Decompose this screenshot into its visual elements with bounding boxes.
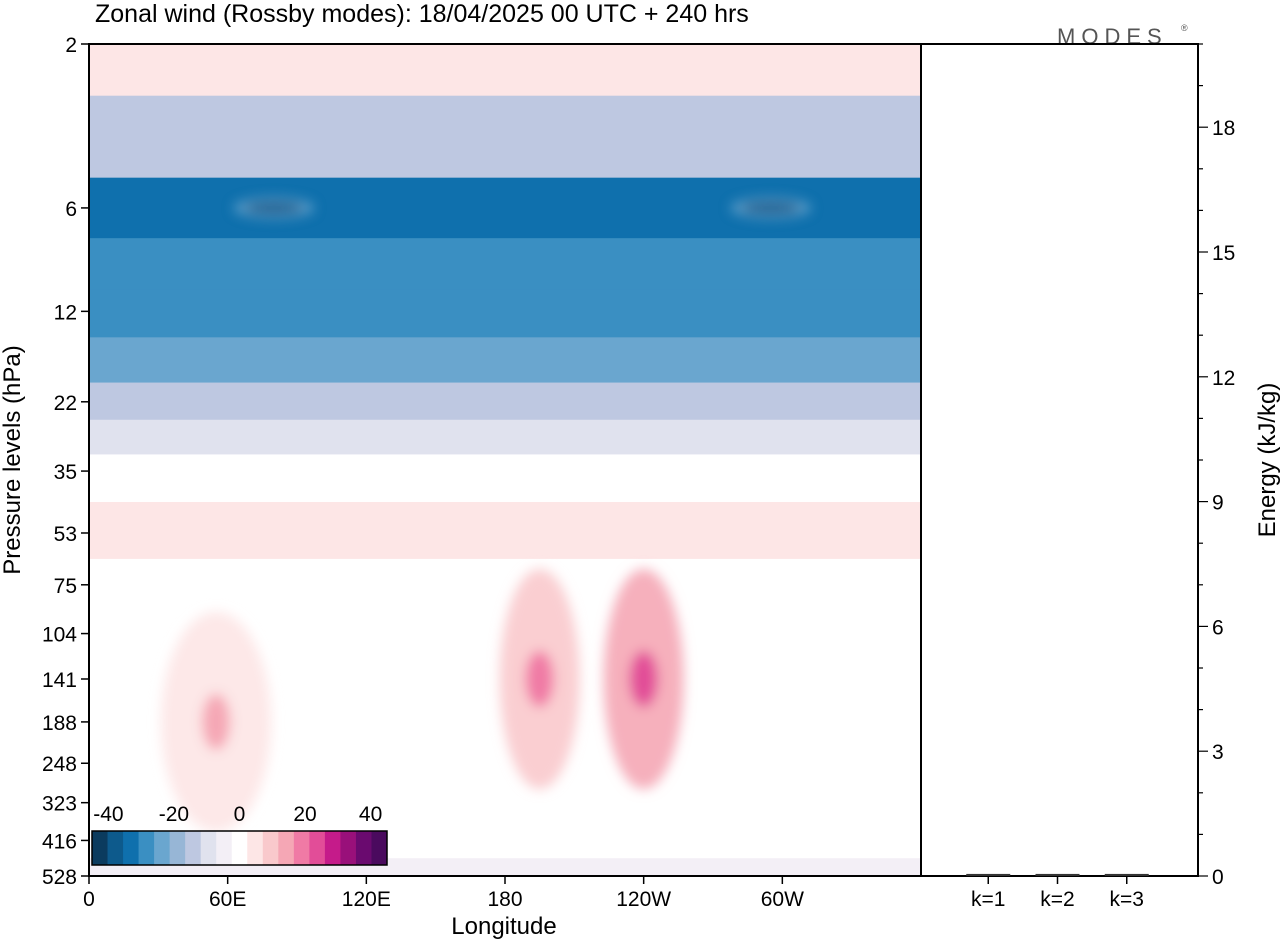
energy-tick-label: 6 <box>1212 616 1224 639</box>
energy-tick-label: 18 <box>1212 117 1235 140</box>
y-tick-label: 248 <box>42 753 77 776</box>
x-axis-label: Longitude <box>451 913 556 940</box>
y-tick-label: 104 <box>42 624 77 647</box>
colorbar-swatch <box>185 831 202 865</box>
energy-tick-label: 3 <box>1212 741 1224 764</box>
energy-category-label: k=2 <box>1040 888 1074 911</box>
colorbar-swatch <box>293 831 310 865</box>
x-tick-label: 0 <box>83 888 95 911</box>
colorbar-tick-label: 0 <box>234 803 246 826</box>
x-tick-label: 60W <box>761 888 804 911</box>
colorbar-swatch <box>262 831 279 865</box>
heatmap-feature-core-0 <box>525 650 554 707</box>
energy-tick-label: 15 <box>1212 242 1235 265</box>
colorbar-tick-label: 20 <box>293 803 316 826</box>
colorbar-tick-label: 40 <box>359 803 382 826</box>
y-tick-label: 2 <box>65 34 77 57</box>
colorbar-swatch <box>324 831 341 865</box>
energy-bar-k=1 <box>966 873 1011 876</box>
heatmap-feature-core-2 <box>202 693 231 750</box>
y-tick-label: 12 <box>54 301 77 324</box>
colorbar-swatch <box>169 831 186 865</box>
heatmap-row-4 <box>89 95 921 179</box>
x-tick-label: 180 <box>487 888 522 911</box>
energy-tick-label: 9 <box>1212 492 1224 515</box>
y-tick-label: 6 <box>65 198 77 221</box>
y-tick-label: 35 <box>54 461 77 484</box>
x-tick-label: 120W <box>616 888 671 911</box>
heatmap-row-75 <box>89 558 921 610</box>
colorbar-swatch <box>355 831 372 865</box>
y-tick-label: 75 <box>54 575 77 598</box>
colorbar-swatch <box>216 831 233 865</box>
colorbar-swatch <box>371 831 388 865</box>
heatmap-row-53 <box>89 502 921 560</box>
energy-axis-label: Energy (kJ/kg) <box>1254 383 1280 538</box>
heatmap-row-28 <box>89 419 921 455</box>
heatmap-features <box>161 197 811 832</box>
y-tick-label: 416 <box>42 830 77 853</box>
y-axis-label: Pressure levels (hPa) <box>0 345 26 574</box>
colorbar-frame <box>91 830 388 866</box>
colorbar-swatch <box>247 831 264 865</box>
x-tick-label: 120E <box>342 888 391 911</box>
heatmap-row-2 <box>89 44 921 97</box>
energy-tick-label: 12 <box>1212 367 1235 390</box>
heatmap-feature-core-3 <box>243 201 304 214</box>
heatmap-row-9 <box>89 238 921 291</box>
colorbar-tick-label: -20 <box>159 803 189 826</box>
energy-bars: k=1 k=2 k=3 <box>966 873 1149 911</box>
chart-title: Zonal wind (Rossby modes): 18/04/2025 00… <box>95 0 749 28</box>
colorbar-swatch <box>278 831 295 865</box>
colorbar-swatch <box>123 831 140 865</box>
colorbar-swatch <box>231 831 248 865</box>
colorbar-swatch <box>200 831 217 865</box>
energy-bar-k=3 <box>1104 873 1149 876</box>
energy-category-label: k=3 <box>1110 888 1144 911</box>
x-axis-ticks: 0 60E 120E 180 120W 60W <box>83 876 804 911</box>
energy-panel-frame <box>920 43 1199 877</box>
heatmap-row-22 <box>89 382 921 421</box>
energy-category-label: k=1 <box>971 888 1005 911</box>
heatmap-row-35 <box>89 454 921 503</box>
y-tick-label: 323 <box>42 793 77 816</box>
colorbar-swatch <box>92 831 109 865</box>
energy-bar-k=2 <box>1035 873 1080 876</box>
colorbar-swatch <box>309 831 326 865</box>
energy-tick-label: 0 <box>1212 866 1224 889</box>
colorbar-swatch <box>107 831 124 865</box>
heatmap-feature-core-1 <box>629 650 658 707</box>
colorbar-swatch <box>138 831 155 865</box>
y-axis-ticks: 2 6 12 22 35 53 75 104 141 188 248 323 416 528 <box>42 34 89 889</box>
heatmap-row-17 <box>89 337 921 384</box>
colorbar-tick-label: -40 <box>93 803 123 826</box>
registered-mark: ® <box>1181 23 1188 33</box>
x-tick-label: 60E <box>209 888 246 911</box>
energy-axis-ticks: 0 3 6 9 12 15 18 <box>1198 43 1235 889</box>
colorbar-swatch <box>340 831 357 865</box>
colorbar-legend: -40 -20 0 20 40 <box>91 803 388 866</box>
y-tick-label: 53 <box>54 523 77 546</box>
y-tick-label: 141 <box>42 669 77 692</box>
y-tick-label: 22 <box>54 392 77 415</box>
heatmap-feature-core-4 <box>740 201 801 214</box>
y-tick-label: 188 <box>42 712 77 735</box>
heatmap-row-12 <box>89 289 921 338</box>
y-tick-label: 528 <box>42 866 77 889</box>
colorbar-swatch <box>154 831 171 865</box>
